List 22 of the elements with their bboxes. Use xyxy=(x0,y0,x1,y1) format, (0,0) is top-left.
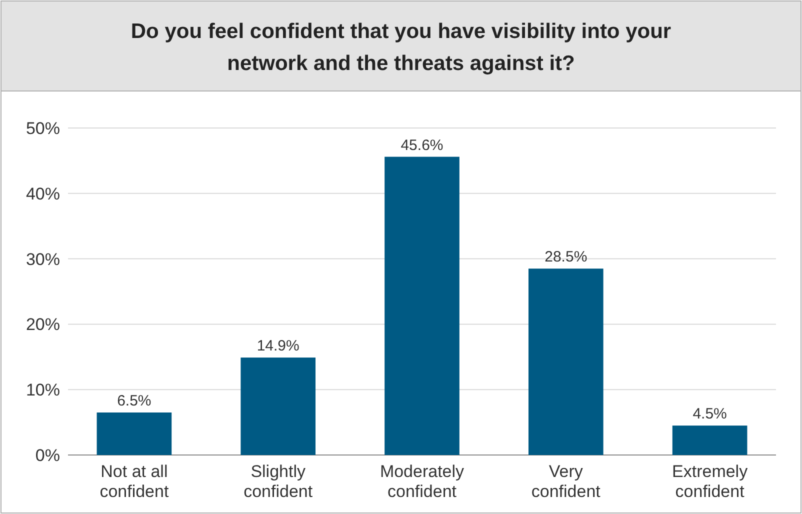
bar xyxy=(240,358,316,455)
bar xyxy=(672,426,748,455)
y-tick-label: 30% xyxy=(26,250,60,269)
data-label: 28.5% xyxy=(544,248,588,266)
data-label: 6.5% xyxy=(117,392,152,410)
x-tick-label: Slightly confident xyxy=(244,462,313,501)
x-tick-label: Extremely confident xyxy=(672,462,748,501)
data-label: 45.6% xyxy=(400,136,444,154)
x-tick-label: Not at all confident xyxy=(100,462,169,501)
y-tick-label: 0% xyxy=(35,446,60,465)
data-label: 14.9% xyxy=(256,338,300,355)
x-tick-label: Moderately confident xyxy=(380,462,465,501)
y-tick-label: 20% xyxy=(26,315,60,334)
x-tick-label: Very confident xyxy=(531,462,601,501)
y-tick-label: 10% xyxy=(26,380,60,400)
y-tick-label: 50% xyxy=(26,118,60,138)
bar xyxy=(384,156,460,455)
data-label: 4.5% xyxy=(692,406,727,423)
bar xyxy=(96,412,172,455)
chart-title: Do you feel confident that you have visibility into your network and the threats against it? xyxy=(130,20,672,75)
y-tick-label: 40% xyxy=(26,184,60,204)
bar xyxy=(528,268,604,455)
